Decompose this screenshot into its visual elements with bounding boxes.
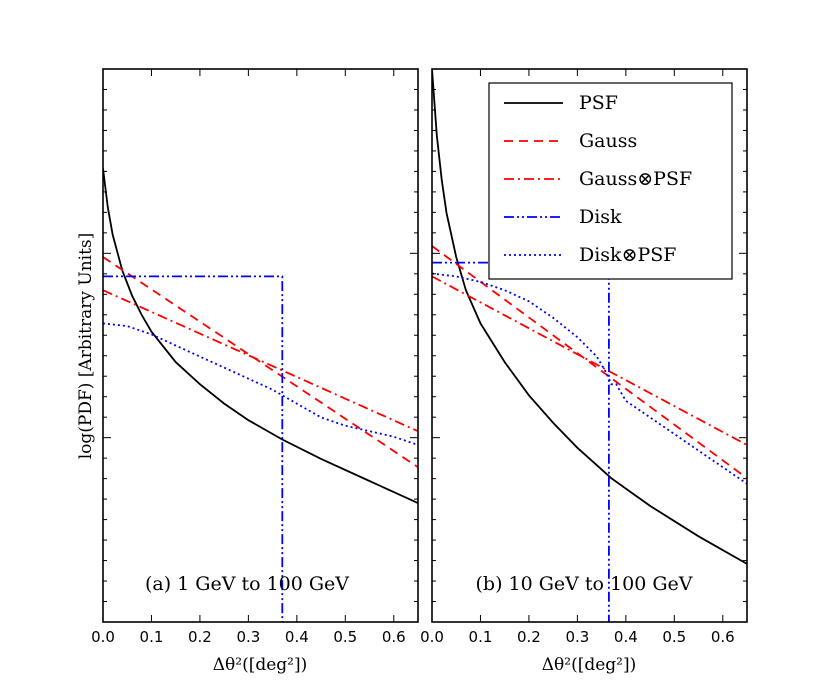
panel-a-gauss-line bbox=[103, 256, 418, 468]
legend: PSF Gauss Gauss⊗PSF Disk Disk⊗PSF bbox=[488, 82, 733, 280]
panel-a-x-tick-label: 0.0 bbox=[91, 628, 115, 646]
panel-a-ticks: 0.0 0.1 0.2 0.3 0.4 0.5 0.6 bbox=[91, 69, 418, 646]
panel-a-x-tick-label: 0.5 bbox=[333, 628, 357, 646]
panel-b-disk-line bbox=[432, 261, 610, 622]
panel-b: 0.0 0.1 0.2 0.3 0.4 0.5 0.6 (b) 10 GeV to 100 … bbox=[420, 68, 748, 675]
panel-a-x-tick-label: 0.6 bbox=[382, 628, 406, 646]
panel-a-gausspsf-line bbox=[103, 289, 418, 433]
panel-a: 0.0 0.1 0.2 0.3 0.4 0.5 0.6 (a) 1 GeV to 100 G… bbox=[91, 68, 419, 675]
panel-a-x-tick-label: 0.4 bbox=[285, 628, 309, 646]
panel-b-x-tick-label: 0.6 bbox=[711, 628, 735, 646]
panel-b-frame bbox=[431, 68, 748, 623]
panel-b-gausspsf-line bbox=[432, 275, 747, 446]
panel-b-x-tick-label: 0.5 bbox=[662, 628, 686, 646]
panel-b-curves bbox=[432, 69, 747, 622]
y-axis-label: log(PDF) [Arbitrary Units] bbox=[76, 233, 96, 460]
panel-a-x-tick-label: 0.2 bbox=[188, 628, 212, 646]
panel-a-xlabel: Δθ²([deg²]) bbox=[213, 655, 308, 675]
panel-a-x-tick-label: 0.1 bbox=[140, 628, 164, 646]
legend-gausspsf-label: Gauss⊗PSF bbox=[579, 168, 692, 190]
panel-b-x-tick-label: 0.0 bbox=[420, 628, 444, 646]
panel-b-x-tick-label: 0.3 bbox=[565, 628, 589, 646]
legend-disk-label: Disk bbox=[579, 206, 622, 228]
panel-a-x-tick-label: 0.3 bbox=[236, 628, 260, 646]
panel-a-psf-line bbox=[103, 168, 418, 504]
panel-b-ticks: 0.0 0.1 0.2 0.3 0.4 0.5 0.6 bbox=[420, 69, 747, 646]
panel-b-x-tick-label: 0.1 bbox=[469, 628, 493, 646]
legend-diskpsf-label: Disk⊗PSF bbox=[579, 244, 676, 266]
panel-b-psf-line bbox=[432, 69, 747, 565]
panel-b-diskpsf-line bbox=[432, 272, 747, 485]
legend-box bbox=[488, 82, 733, 280]
panel-b-x-tick-label: 0.4 bbox=[614, 628, 638, 646]
panel-b-label: (b) 10 GeV to 100 GeV bbox=[476, 573, 693, 595]
panel-b-gauss-line bbox=[432, 245, 747, 479]
panel-a-frame bbox=[102, 68, 419, 623]
panel-b-x-tick-label: 0.2 bbox=[517, 628, 541, 646]
legend-gauss-label: Gauss bbox=[579, 130, 637, 152]
panel-a-curves bbox=[103, 168, 418, 622]
panel-a-diskpsf-line bbox=[103, 322, 418, 446]
panel-a-disk-line bbox=[103, 275, 284, 622]
panel-a-label: (a) 1 GeV to 100 GeV bbox=[145, 573, 349, 595]
legend-psf-label: PSF bbox=[579, 92, 618, 114]
panel-b-xlabel: Δθ²([deg²]) bbox=[542, 655, 637, 675]
